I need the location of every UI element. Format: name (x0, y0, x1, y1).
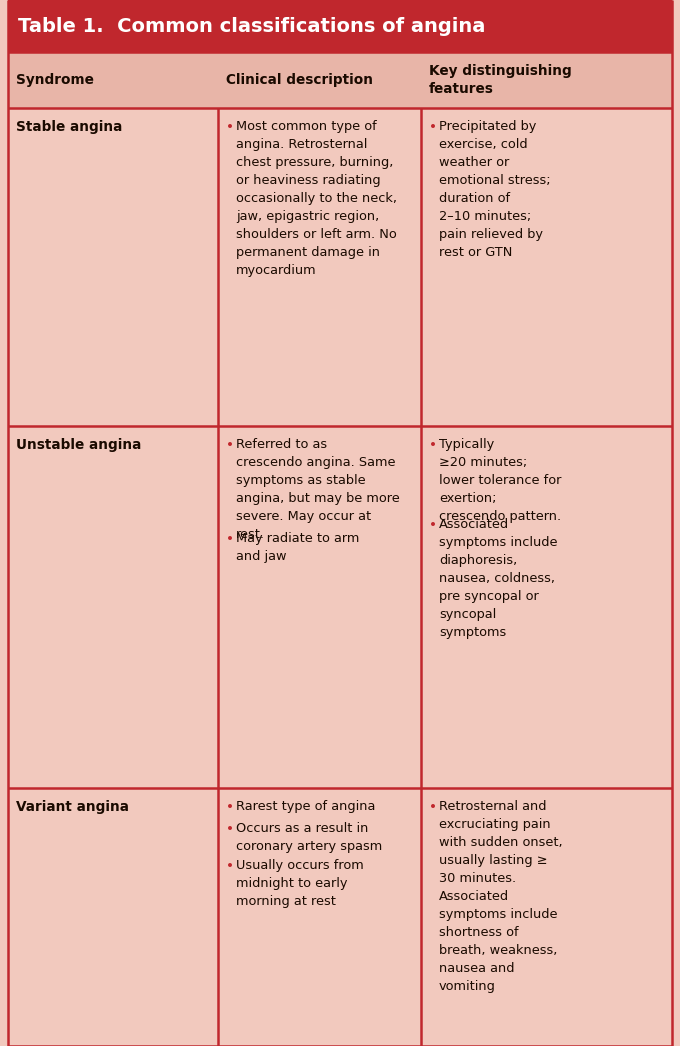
Text: Most common type of
angina. Retrosternal
chest pressure, burning,
or heaviness r: Most common type of angina. Retrosternal… (236, 120, 397, 277)
Text: Typically
≥20 minutes;
lower tolerance for
exertion;
crescendo pattern.: Typically ≥20 minutes; lower tolerance f… (439, 438, 562, 523)
Text: Variant angina: Variant angina (16, 800, 129, 814)
Text: Key distinguishing
features: Key distinguishing features (429, 65, 572, 95)
Text: Usually occurs from
midnight to early
morning at rest: Usually occurs from midnight to early mo… (236, 859, 364, 908)
Text: •: • (429, 518, 437, 532)
Text: Syndrome: Syndrome (16, 73, 94, 87)
Text: Clinical description: Clinical description (226, 73, 373, 87)
Bar (8, 52, 672, 108)
Text: Precipitated by
exercise, cold
weather or
emotional stress;
duration of
2–10 min: Precipitated by exercise, cold weather o… (439, 120, 551, 259)
Text: Retrosternal and
excruciating pain
with sudden onset,
usually lasting ≥
30 minut: Retrosternal and excruciating pain with … (439, 800, 562, 993)
Text: Stable angina: Stable angina (16, 120, 122, 134)
Text: Associated
symptoms include
diaphoresis,
nausea, coldness,
pre syncopal or
synco: Associated symptoms include diaphoresis,… (439, 518, 558, 639)
Text: •: • (429, 438, 437, 452)
Text: Referred to as
crescendo angina. Same
symptoms as stable
angina, but may be more: Referred to as crescendo angina. Same sy… (236, 438, 400, 541)
Text: •: • (226, 532, 234, 546)
Text: Table 1.  Common classifications of angina: Table 1. Common classifications of angin… (18, 17, 486, 36)
Text: Occurs as a result in
coronary artery spasm: Occurs as a result in coronary artery sp… (236, 822, 382, 854)
Bar (8, 426, 672, 788)
Bar (8, 0, 672, 52)
Text: •: • (226, 120, 234, 134)
Text: •: • (226, 800, 234, 814)
Text: •: • (226, 822, 234, 837)
Bar (8, 788, 672, 1046)
Text: •: • (429, 800, 437, 814)
Text: •: • (429, 120, 437, 134)
Bar (8, 108, 672, 426)
Text: Rarest type of angina: Rarest type of angina (236, 800, 375, 813)
Text: Unstable angina: Unstable angina (16, 438, 141, 452)
Text: •: • (226, 859, 234, 873)
Text: May radiate to arm
and jaw: May radiate to arm and jaw (236, 532, 359, 564)
Text: •: • (226, 438, 234, 452)
